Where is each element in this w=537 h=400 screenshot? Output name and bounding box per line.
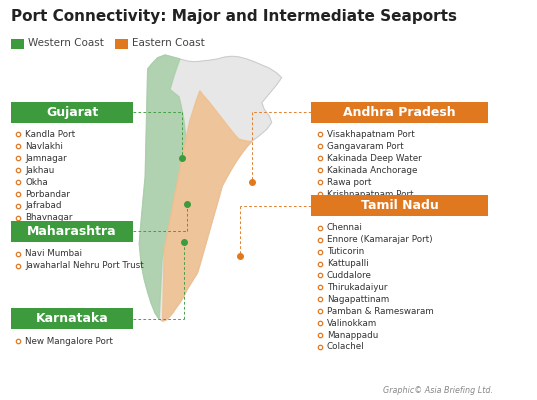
Text: Krishnapatnam Port: Krishnapatnam Port — [327, 190, 413, 198]
Text: Visakhapatnam Port: Visakhapatnam Port — [327, 130, 415, 139]
Text: Porbandar: Porbandar — [25, 190, 70, 198]
Text: Nagapattinam: Nagapattinam — [327, 295, 389, 304]
Text: Gujarat: Gujarat — [46, 106, 98, 119]
Polygon shape — [139, 55, 282, 321]
FancyBboxPatch shape — [11, 221, 133, 242]
Text: Cuddalore: Cuddalore — [327, 271, 372, 280]
Text: Rawa port: Rawa port — [327, 178, 371, 187]
Text: Graphic© Asia Briefing Ltd.: Graphic© Asia Briefing Ltd. — [382, 386, 492, 395]
Text: Ennore (Kamarajar Port): Ennore (Kamarajar Port) — [327, 235, 432, 244]
Text: Kakinada Anchorage: Kakinada Anchorage — [327, 166, 417, 175]
Text: Andhra Pradesh: Andhra Pradesh — [343, 106, 456, 119]
Text: Bhavnagar: Bhavnagar — [25, 213, 72, 222]
FancyBboxPatch shape — [311, 195, 488, 216]
Text: Valinokkam: Valinokkam — [327, 319, 377, 328]
FancyBboxPatch shape — [11, 102, 133, 122]
Text: New Mangalore Port: New Mangalore Port — [25, 336, 113, 346]
Text: Tuticorin: Tuticorin — [327, 247, 364, 256]
Text: Kakinada Deep Water: Kakinada Deep Water — [327, 154, 422, 163]
FancyBboxPatch shape — [11, 39, 24, 49]
Polygon shape — [163, 91, 252, 321]
Text: Jafrabad: Jafrabad — [25, 202, 62, 210]
Text: Jakhau: Jakhau — [25, 166, 54, 175]
Text: Pamban & Rameswaram: Pamban & Rameswaram — [327, 307, 433, 316]
Text: Magdalla: Magdalla — [25, 225, 65, 234]
Text: Jamnagar: Jamnagar — [25, 154, 67, 163]
Text: Gangavaram Port: Gangavaram Port — [327, 142, 403, 151]
Text: Navi Mumbai: Navi Mumbai — [25, 249, 82, 258]
Text: Kattupalli: Kattupalli — [327, 259, 368, 268]
Text: Port Connectivity: Major and Intermediate Seaports: Port Connectivity: Major and Intermediat… — [11, 9, 458, 24]
Text: Chennai: Chennai — [327, 223, 362, 232]
FancyBboxPatch shape — [115, 39, 128, 49]
Text: Western Coast: Western Coast — [28, 38, 104, 48]
Text: Thirukadaiyur: Thirukadaiyur — [327, 283, 387, 292]
Text: Navlakhi: Navlakhi — [25, 142, 63, 151]
Polygon shape — [139, 55, 186, 319]
Text: Maharashtra: Maharashtra — [27, 225, 117, 238]
Text: Jawaharlal Nehru Port Trust: Jawaharlal Nehru Port Trust — [25, 261, 144, 270]
Text: Tamil Nadu: Tamil Nadu — [361, 199, 438, 212]
Text: Colachel: Colachel — [327, 342, 365, 352]
Text: Eastern Coast: Eastern Coast — [132, 38, 205, 48]
Text: Karnataka: Karnataka — [35, 312, 108, 325]
FancyBboxPatch shape — [11, 308, 133, 329]
Text: Okha: Okha — [25, 178, 48, 187]
Text: Manappadu: Manappadu — [327, 330, 378, 340]
Text: Kandla Port: Kandla Port — [25, 130, 75, 139]
FancyBboxPatch shape — [311, 102, 488, 122]
